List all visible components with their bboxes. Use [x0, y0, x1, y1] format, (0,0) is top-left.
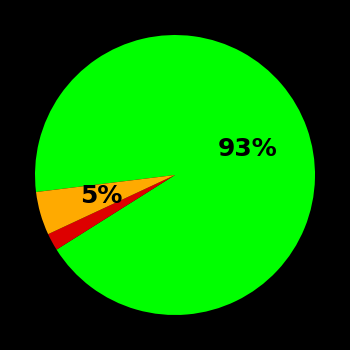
Wedge shape	[35, 35, 315, 315]
Wedge shape	[48, 175, 175, 250]
Text: 5%: 5%	[80, 184, 122, 208]
Text: 93%: 93%	[218, 137, 278, 161]
Wedge shape	[36, 175, 175, 234]
